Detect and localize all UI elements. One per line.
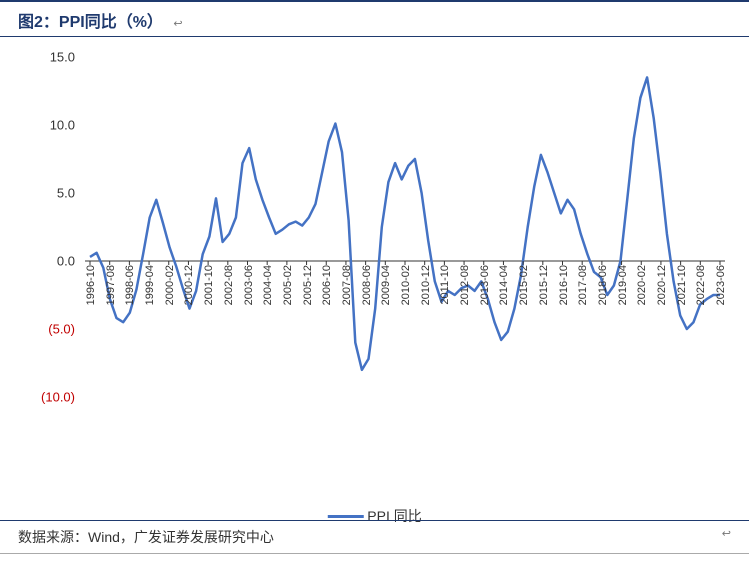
x-tick-label: 2003-06	[243, 265, 255, 305]
x-tick-label: 1997-08	[105, 265, 117, 305]
x-tick-label: 2016-10	[558, 265, 570, 305]
x-tick-label: 1996-10	[85, 265, 97, 305]
x-tick-label: 2006-10	[321, 265, 333, 305]
x-tick-label: 2020-02	[636, 265, 648, 305]
x-tick-label: 2021-10	[676, 265, 688, 305]
x-tick-label: 2002-08	[223, 265, 235, 305]
x-tick-label: 2005-02	[282, 265, 294, 305]
x-tick-label: 2017-08	[577, 265, 589, 305]
source-return-marker: ↩	[722, 527, 731, 540]
chart-area: 15.0 10.0 5.0 0.0 (5.0) (10.0) 1996-10 1997-08 1…	[30, 47, 730, 487]
source-bar: 数据来源：Wind，广发证券发展研究中心 ↩	[0, 520, 749, 554]
x-tick-label: 2010-12	[420, 265, 432, 305]
x-tick-label: 2001-10	[203, 265, 215, 305]
y-tick-label: 15.0	[50, 50, 75, 65]
ppi-line	[90, 77, 720, 369]
x-tick-label: 1998-06	[124, 265, 136, 305]
x-tick-label: 2018-06	[597, 265, 609, 305]
x-tick-label: 2000-12	[183, 265, 195, 305]
chart-title: 图2：PPI同比（%）	[18, 14, 163, 31]
x-tick-label: 2000-02	[164, 265, 176, 305]
x-tick-label: 2019-04	[617, 265, 629, 305]
x-tick-label: 2008-06	[361, 265, 373, 305]
title-return-marker: ↩	[173, 18, 182, 30]
x-tick-label: 2010-02	[400, 265, 412, 305]
y-tick-label: (10.0)	[41, 390, 75, 405]
x-tick-label: 2009-04	[380, 265, 392, 305]
x-tick-label: 2004-04	[262, 265, 274, 305]
x-tick-label: 2023-06	[715, 265, 727, 305]
x-tick-label: 2014-04	[498, 265, 510, 305]
y-tick-label: 5.0	[57, 186, 75, 201]
x-tick-label: 2005-12	[302, 265, 314, 305]
legend-swatch	[327, 515, 363, 518]
chart-title-bar: 图2：PPI同比（%） ↩	[0, 0, 749, 37]
y-tick-label: 0.0	[57, 254, 75, 269]
x-tick-label: 2012-08	[459, 265, 471, 305]
x-tick-label: 2011-10	[439, 265, 451, 305]
x-tick-label: 2022-08	[695, 265, 707, 305]
y-tick-label: 10.0	[50, 118, 75, 133]
x-tick-label: 2015-02	[518, 265, 530, 305]
x-tick-label: 1999-04	[144, 265, 156, 305]
x-tick-label: 2007-08	[341, 265, 353, 305]
source-text: 数据来源：Wind，广发证券发展研究中心	[18, 529, 274, 545]
x-tick-label: 2020-12	[656, 265, 668, 305]
x-tick-label: 2015-12	[538, 265, 550, 305]
y-tick-label: (5.0)	[48, 322, 75, 337]
x-tick-label: 2013-06	[479, 265, 491, 305]
